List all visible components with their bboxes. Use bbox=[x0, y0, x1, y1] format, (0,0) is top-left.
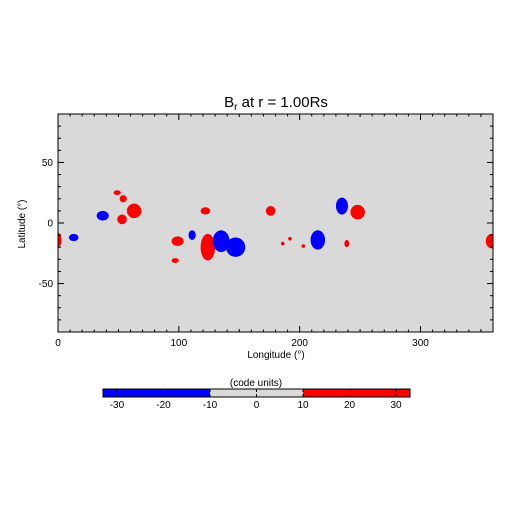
x-tick-label: 0 bbox=[55, 338, 61, 349]
y-tick-label: 0 bbox=[47, 219, 53, 230]
axes: 0 100 200 300 -50 0 50 bbox=[39, 113, 494, 349]
negative-flux-region bbox=[335, 197, 349, 215]
positive-flux-region bbox=[350, 204, 365, 220]
x-tick-label: 100 bbox=[170, 338, 187, 349]
positive-flux-region bbox=[126, 203, 142, 219]
negative-flux-region bbox=[225, 237, 246, 257]
positive-flux-region bbox=[113, 190, 121, 196]
colorbar-positive-segment bbox=[303, 389, 410, 397]
negative-flux-region bbox=[96, 210, 109, 221]
positive-flux-region bbox=[171, 236, 184, 247]
chart-title: Br at r = 1.00Rs bbox=[224, 94, 328, 113]
map-background bbox=[58, 114, 493, 332]
x-tick-label: 200 bbox=[291, 338, 308, 349]
positive-flux-region bbox=[288, 236, 292, 241]
y-tick-label: -50 bbox=[39, 279, 54, 290]
colorbar-tick-label: -10 bbox=[203, 400, 218, 411]
positive-flux-region bbox=[344, 239, 350, 248]
colorbar-tick-label: -20 bbox=[156, 400, 171, 411]
colorbar: -30 -20 -10 0 10 20 30 bbox=[102, 388, 411, 411]
colorbar-tick-label: 20 bbox=[344, 400, 356, 411]
negative-flux-region bbox=[68, 233, 79, 242]
plot-area bbox=[58, 114, 493, 332]
positive-flux-region bbox=[171, 258, 179, 263]
positive-flux-region bbox=[58, 232, 62, 248]
negative-flux-region bbox=[212, 230, 230, 253]
positive-flux-region bbox=[265, 206, 276, 216]
colorbar-tick-label: 10 bbox=[297, 400, 309, 411]
colorbar-tick-label: 0 bbox=[254, 400, 260, 411]
positive-flux-region bbox=[119, 195, 127, 203]
positive-flux-region bbox=[280, 241, 285, 246]
colorbar-negative-segment bbox=[103, 389, 210, 397]
colorbar-label: (code units) bbox=[230, 378, 282, 389]
positive-flux-region bbox=[485, 233, 493, 249]
colorbar-tick-label: 30 bbox=[390, 400, 402, 411]
positive-flux-region bbox=[301, 244, 306, 248]
positive-flux-region bbox=[200, 207, 211, 215]
positive-flux-region bbox=[117, 214, 127, 225]
negative-flux-region bbox=[188, 230, 196, 240]
colorbar-tick-label: -30 bbox=[110, 400, 125, 411]
colorbar-neutral-segment bbox=[209, 389, 304, 397]
x-tick-label: 300 bbox=[412, 338, 429, 349]
y-tick-label: 50 bbox=[42, 158, 54, 169]
y-axis-label: Latitude (°) bbox=[17, 199, 28, 248]
negative-flux-region bbox=[310, 230, 326, 250]
x-axis-label: Longitude (°) bbox=[247, 350, 304, 361]
positive-flux-region bbox=[200, 233, 216, 261]
